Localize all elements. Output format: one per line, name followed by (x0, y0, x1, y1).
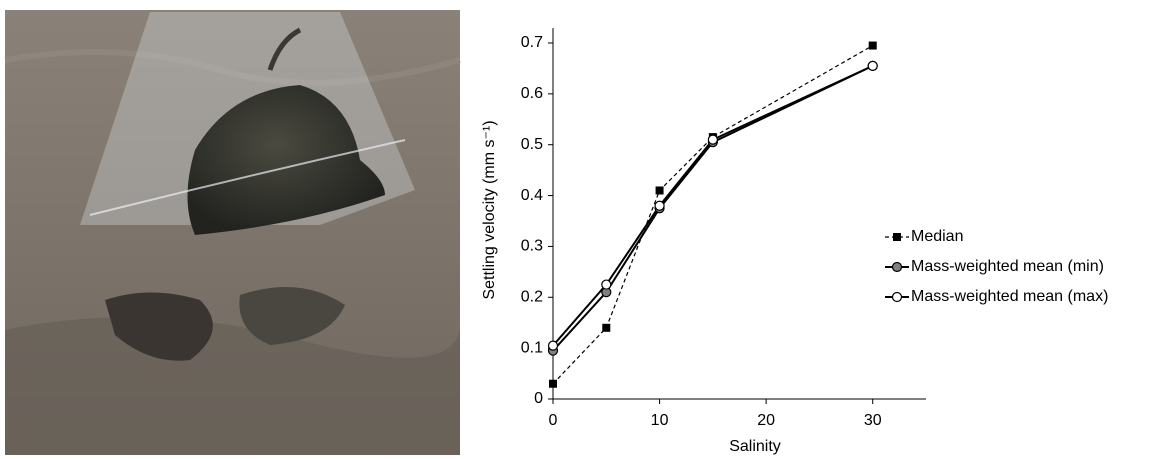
series-line (552, 64, 874, 352)
legend-marker (891, 261, 903, 273)
y-tick-label: 0.2 (521, 289, 543, 306)
legend-label: Mass-weighted mean (min) (911, 258, 1104, 275)
mud-drip (267, 27, 302, 71)
hole (105, 292, 213, 361)
data-point (549, 379, 557, 388)
data-point (654, 200, 665, 211)
bag-edge (89, 139, 406, 216)
data-point (707, 134, 718, 145)
legend-label: Median (911, 228, 963, 245)
y-axis-label: Settling velocity (mm s⁻¹) (481, 120, 498, 299)
mud-foreground (5, 317, 460, 455)
series-line (552, 45, 874, 385)
chart: Salinity Settling velocity (mm s⁻¹) (481, 120, 781, 455)
data-point (868, 41, 877, 50)
y-tick-label: 0.5 (521, 136, 543, 153)
hole (239, 287, 345, 345)
y-tick-label: 0.7 (521, 34, 543, 51)
y-tick-label: 0.4 (521, 187, 543, 204)
x-tick-label: 0 (549, 412, 558, 429)
x-axis-label: Salinity (729, 438, 781, 455)
mud-ripple (4, 49, 461, 86)
x-tick-label: 10 (651, 412, 669, 429)
x-tick-label: 30 (864, 412, 882, 429)
data-point (867, 60, 878, 71)
legend-marker (891, 291, 903, 303)
legend-label: Mass-weighted mean (max) (911, 288, 1108, 305)
y-tick-label: 0.3 (521, 238, 543, 255)
data-point (601, 279, 612, 290)
y-tick-label: 0 (534, 390, 543, 407)
y-tick-label: 0.1 (521, 339, 543, 356)
data-point (547, 340, 559, 351)
x-tick-label: 20 (757, 412, 775, 429)
series-line (552, 64, 874, 347)
data-point (655, 186, 664, 195)
y-tick-label: 0.6 (521, 85, 543, 102)
data-point (602, 323, 611, 332)
legend-marker (893, 233, 901, 241)
photo (4, 10, 461, 455)
mud-clump (187, 85, 385, 235)
